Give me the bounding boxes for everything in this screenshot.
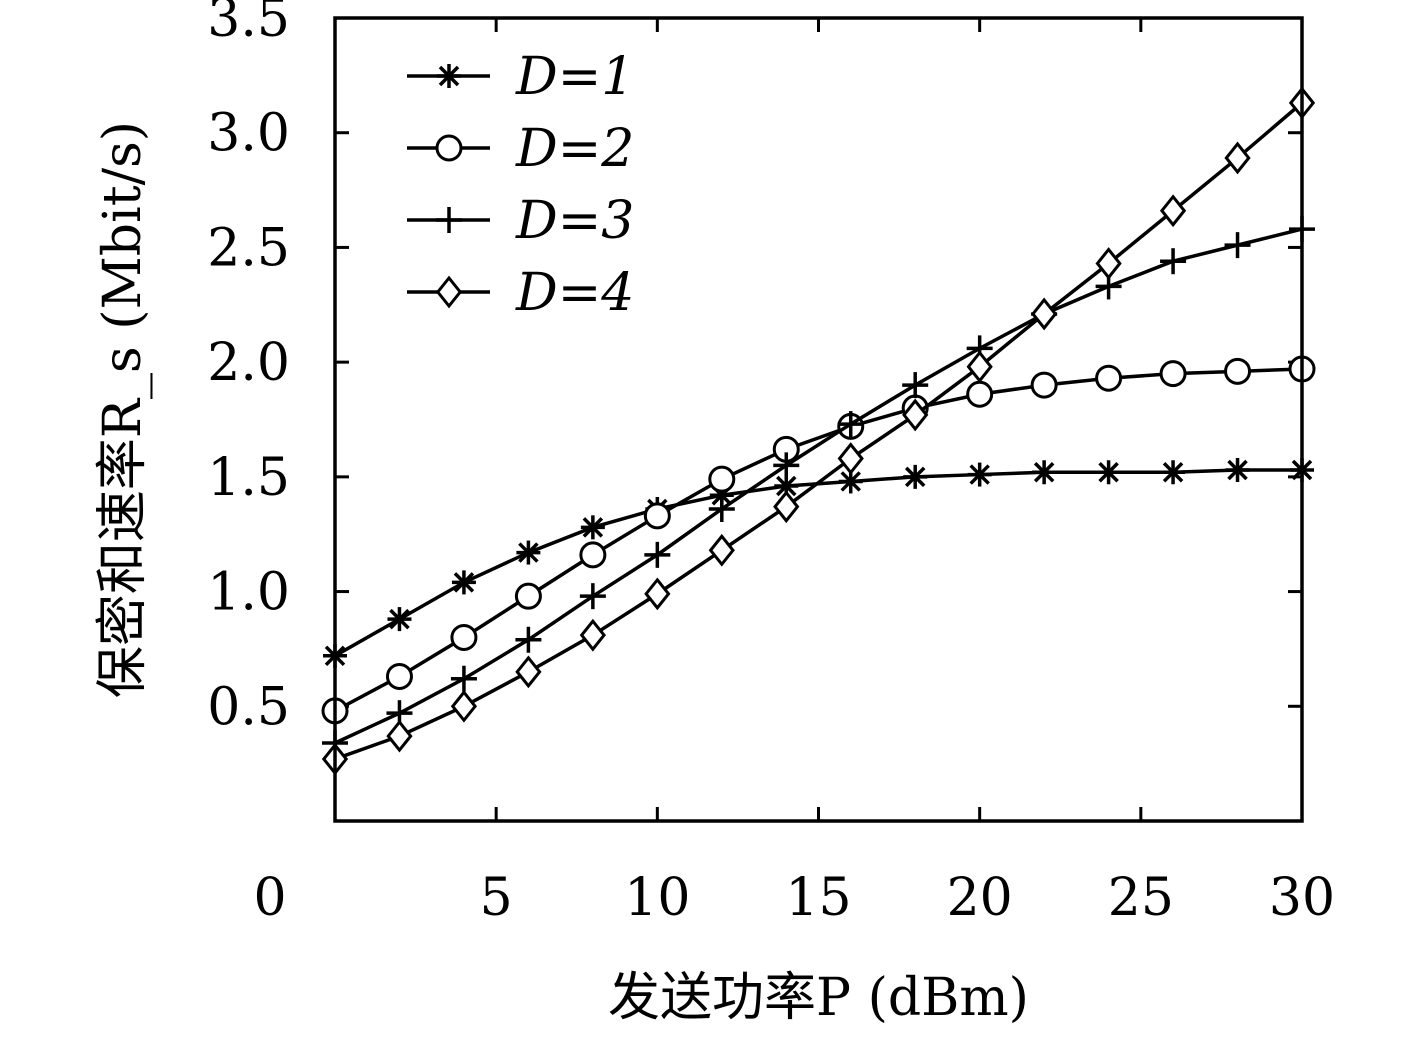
legend-label: D=3 bbox=[515, 191, 634, 251]
data-point bbox=[902, 398, 929, 432]
y-tick-label: 2.5 bbox=[207, 218, 290, 278]
x-axis-title: 发送功率P (dBm) bbox=[608, 968, 1029, 1028]
legend-marker bbox=[437, 64, 461, 88]
data-point bbox=[643, 502, 671, 530]
data-point bbox=[1030, 371, 1058, 399]
x-tick-label: 5 bbox=[480, 868, 513, 928]
legend-label: D=4 bbox=[515, 263, 634, 323]
data-point bbox=[386, 719, 413, 753]
data-point bbox=[903, 464, 928, 489]
x-axis-ticks: 0 5 10 15 20 25 30 bbox=[253, 18, 1335, 928]
series-3 bbox=[322, 216, 1315, 756]
data-point bbox=[837, 442, 864, 475]
legend-marker bbox=[435, 275, 463, 309]
data-point bbox=[708, 495, 735, 522]
legend-marker bbox=[435, 134, 463, 162]
y-tick-label: 1.5 bbox=[207, 448, 290, 508]
data-point bbox=[387, 607, 412, 632]
data-point bbox=[1161, 460, 1186, 485]
series-layer bbox=[321, 86, 1316, 776]
series-2 bbox=[321, 355, 1316, 725]
x-tick-label: 30 bbox=[1269, 868, 1335, 928]
data-point bbox=[1031, 297, 1058, 331]
data-point bbox=[1224, 232, 1251, 259]
series-line bbox=[334, 367, 1303, 713]
data-point bbox=[450, 665, 477, 692]
y-tick-label: 3.5 bbox=[207, 0, 290, 49]
y-tick-label: 1.0 bbox=[207, 563, 290, 623]
plot-area-frame bbox=[333, 16, 1304, 823]
data-point bbox=[1160, 248, 1187, 275]
x-tick-label: 20 bbox=[947, 868, 1013, 928]
legend-label: D=1 bbox=[515, 47, 634, 107]
legend-item: D=3 bbox=[407, 191, 634, 251]
data-point bbox=[579, 618, 606, 652]
data-point bbox=[1159, 360, 1187, 388]
data-point bbox=[773, 490, 800, 524]
legend-label: D=2 bbox=[515, 119, 634, 179]
series-line bbox=[334, 227, 1303, 745]
y-axis-ticks: 0.5 1.0 1.5 2.0 2.5 3.0 3.5 bbox=[207, 0, 1302, 737]
data-point bbox=[902, 372, 929, 399]
legend-item: D=4 bbox=[407, 263, 634, 323]
legend: D=1 D=2 D=3 D=4 bbox=[407, 47, 634, 323]
data-point bbox=[579, 541, 607, 569]
data-point bbox=[837, 411, 864, 438]
data-point bbox=[966, 380, 994, 408]
x-tick-label: 10 bbox=[624, 868, 690, 928]
y-tick-label: 3.0 bbox=[207, 104, 290, 164]
x-tick-label: 25 bbox=[1108, 868, 1174, 928]
data-point bbox=[1224, 357, 1252, 385]
data-point bbox=[708, 533, 735, 567]
data-point bbox=[708, 465, 736, 493]
data-point bbox=[1095, 247, 1122, 280]
data-point bbox=[515, 655, 542, 689]
series-line bbox=[334, 101, 1304, 761]
data-point bbox=[644, 541, 671, 568]
data-point bbox=[1225, 457, 1250, 482]
data-point bbox=[514, 582, 542, 610]
data-point bbox=[1159, 194, 1187, 228]
data-point bbox=[773, 452, 800, 479]
data-point bbox=[450, 689, 478, 723]
series-4 bbox=[321, 86, 1316, 776]
data-point bbox=[516, 540, 541, 565]
data-point bbox=[580, 515, 605, 540]
data-point bbox=[450, 623, 478, 651]
data-point bbox=[1032, 460, 1057, 485]
data-point bbox=[579, 583, 606, 610]
y-axis-title: 保密和速率R_s (Mbit/s) bbox=[93, 121, 153, 698]
x-tick-label: 15 bbox=[785, 868, 851, 928]
legend-item: D=2 bbox=[407, 119, 634, 179]
data-point bbox=[515, 626, 542, 653]
data-point bbox=[451, 570, 476, 595]
x-tick-label: 0 bbox=[253, 868, 286, 928]
legend-item: D=1 bbox=[407, 47, 634, 107]
y-tick-label: 2.0 bbox=[207, 333, 290, 393]
legend-marker bbox=[436, 207, 462, 233]
data-point bbox=[966, 350, 993, 384]
data-point bbox=[967, 462, 992, 487]
data-point bbox=[1096, 460, 1121, 485]
y-tick-label: 0.5 bbox=[207, 677, 290, 737]
data-point bbox=[1224, 141, 1251, 175]
data-point bbox=[385, 662, 413, 690]
data-point bbox=[1095, 364, 1123, 392]
data-point bbox=[644, 577, 671, 611]
